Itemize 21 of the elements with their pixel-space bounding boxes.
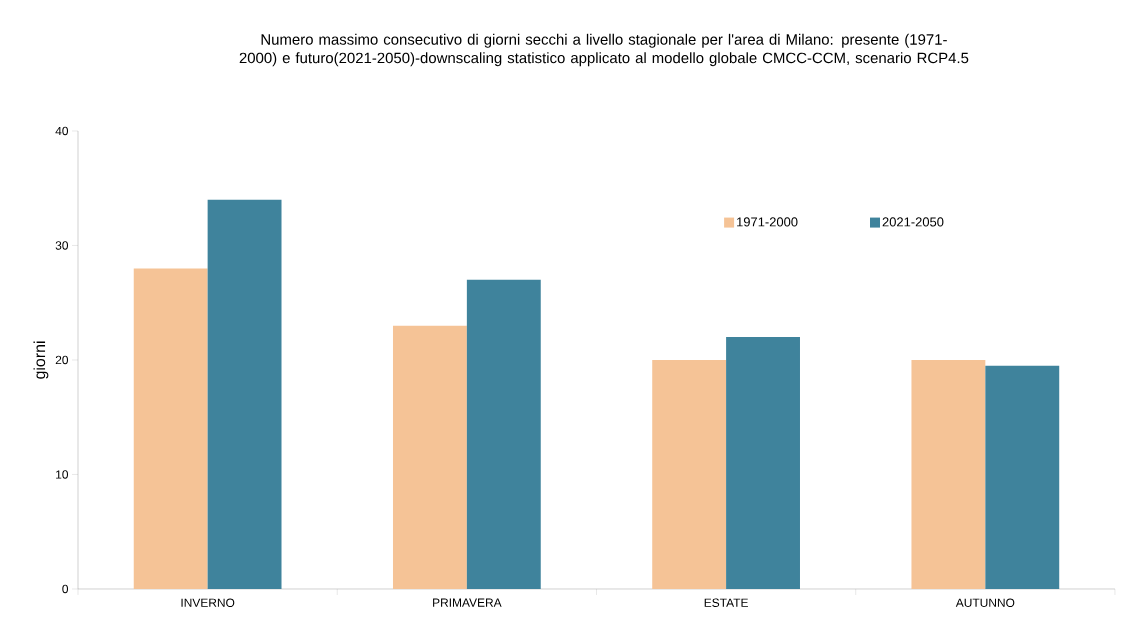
- legend-label: 1971-2000: [737, 217, 798, 227]
- y-tick-label: 30: [55, 241, 69, 250]
- bar: [392, 325, 467, 589]
- bar: [133, 268, 208, 589]
- chart-title: Numero massimo consecutivo di giorni secchi a livello stagionale per l'area di Milano: presente (1971-2000) e futuro(2021-2050)-downscaling statistico applicato al modello globale CMCC-CCM, scenario RCP4.5: [239, 33, 969, 67]
- y-tick-label: 0: [62, 584, 69, 594]
- y-tick-label: 20: [55, 355, 69, 365]
- x-tick-label: AUTUNNO: [955, 598, 1015, 607]
- x-tick-label: ESTATE: [704, 598, 748, 607]
- y-axis-title: giorni: [33, 341, 49, 379]
- y-tick-label: 10: [56, 470, 69, 479]
- bar: [726, 337, 800, 589]
- bar: [911, 359, 986, 589]
- bar: [466, 279, 541, 589]
- x-tick-label: INVERNO: [181, 598, 235, 607]
- legend-label: 2021-2050: [882, 217, 944, 227]
- x-tick-label: PRIMAVERA: [433, 598, 502, 607]
- bar: [207, 199, 282, 589]
- bar: [985, 365, 1060, 589]
- y-tick-label: 40: [55, 126, 69, 136]
- bar: [652, 359, 727, 589]
